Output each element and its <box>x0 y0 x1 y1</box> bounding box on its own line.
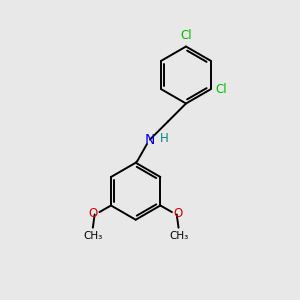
Text: O: O <box>174 207 183 220</box>
Text: Cl: Cl <box>180 29 192 42</box>
Text: O: O <box>88 207 98 220</box>
Text: CH₃: CH₃ <box>83 231 103 241</box>
Text: N: N <box>145 133 155 147</box>
Text: Cl: Cl <box>215 83 227 96</box>
Text: H: H <box>160 133 168 146</box>
Text: CH₃: CH₃ <box>169 231 188 241</box>
